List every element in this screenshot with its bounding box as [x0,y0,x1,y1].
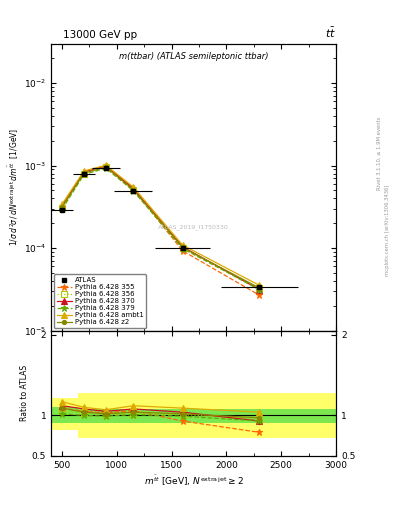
Pythia 6.428 z2 [180,244,185,250]
Line: Pythia 6.428 ambt1: Pythia 6.428 ambt1 [59,162,262,288]
Pythia 6.428 370 [82,169,86,175]
Line: Pythia 6.428 z2: Pythia 6.428 z2 [60,165,261,290]
Pythia 6.428 379 [180,245,185,251]
Pythia 6.428 z2 [103,164,108,170]
Text: m(ttbar) (ATLAS semileptonic ttbar): m(ttbar) (ATLAS semileptonic ttbar) [119,52,268,61]
Y-axis label: $1/\sigma\,d^2\!\sigma\,/\,dN^{\rm extra\,jet}\,dm^{\bar{t}t}$  [1/GeV]: $1/\sigma\,d^2\!\sigma\,/\,dN^{\rm extra… [7,128,21,246]
Pythia 6.428 z2 [257,285,262,291]
Pythia 6.428 356 [180,245,185,251]
Text: Rivet 3.1.10, ≥ 1.9M events: Rivet 3.1.10, ≥ 1.9M events [377,117,382,190]
Pythia 6.428 370 [180,244,185,250]
Pythia 6.428 379 [103,165,108,171]
Line: Pythia 6.428 356: Pythia 6.428 356 [59,165,262,291]
Pythia 6.428 356 [131,187,136,194]
Text: $t\bar{t}$: $t\bar{t}$ [325,26,336,40]
Pythia 6.428 356 [257,285,262,291]
Pythia 6.428 370 [60,203,64,209]
Pythia 6.428 370 [257,287,262,293]
Text: ATLAS_2019_I1750330: ATLAS_2019_I1750330 [158,225,229,230]
Text: 13000 GeV pp: 13000 GeV pp [63,30,137,40]
Pythia 6.428 355 [82,169,86,176]
Pythia 6.428 ambt1 [180,242,185,248]
Line: Pythia 6.428 379: Pythia 6.428 379 [59,165,263,293]
Legend: ATLAS, Pythia 6.428 355, Pythia 6.428 356, Pythia 6.428 370, Pythia 6.428 379, P: ATLAS, Pythia 6.428 355, Pythia 6.428 35… [54,274,146,328]
Pythia 6.428 356 [60,205,64,211]
Pythia 6.428 355 [131,186,136,192]
Pythia 6.428 355 [180,248,185,254]
Pythia 6.428 370 [131,185,136,191]
X-axis label: $m^{\bar{t}t}$ [GeV], $N^{\rm extra\,jet} \geq 2$: $m^{\bar{t}t}$ [GeV], $N^{\rm extra\,jet… [144,474,243,488]
Pythia 6.428 356 [103,164,108,170]
Pythia 6.428 ambt1 [60,201,64,207]
Pythia 6.428 z2 [82,170,86,176]
Line: Pythia 6.428 355: Pythia 6.428 355 [59,163,263,298]
Y-axis label: Ratio to ATLAS: Ratio to ATLAS [20,365,29,421]
Pythia 6.428 355 [257,292,262,298]
Pythia 6.428 379 [131,188,136,194]
Pythia 6.428 ambt1 [257,282,262,288]
Pythia 6.428 355 [60,204,64,210]
Pythia 6.428 356 [82,170,86,177]
Pythia 6.428 379 [257,287,262,293]
Pythia 6.428 ambt1 [103,162,108,168]
Line: Pythia 6.428 370: Pythia 6.428 370 [59,163,262,292]
Pythia 6.428 379 [82,172,86,178]
Pythia 6.428 z2 [60,204,64,210]
Pythia 6.428 ambt1 [82,168,86,174]
Pythia 6.428 ambt1 [131,184,136,190]
Pythia 6.428 355 [103,163,108,169]
Pythia 6.428 z2 [131,187,136,193]
Pythia 6.428 370 [103,163,108,169]
Text: mcplots.cern.ch [arXiv:1306.3436]: mcplots.cern.ch [arXiv:1306.3436] [385,185,389,276]
Pythia 6.428 379 [60,206,64,212]
